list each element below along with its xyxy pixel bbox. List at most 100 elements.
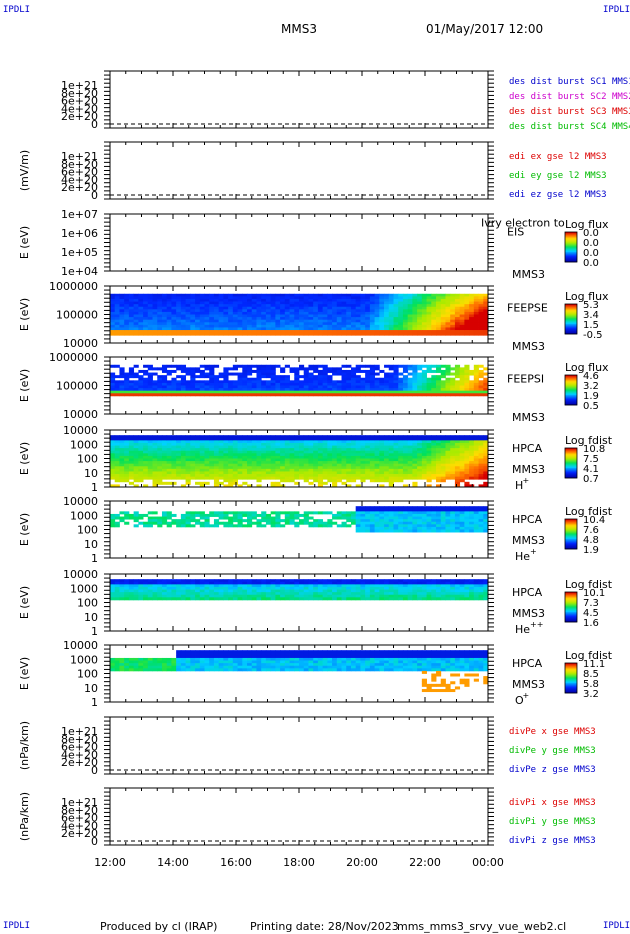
spectrogram-cell: [190, 390, 196, 394]
spectrogram-cell: [289, 380, 295, 384]
spectrogram-cell: [313, 466, 319, 470]
spectrogram-cell: [247, 519, 253, 523]
spectrogram-cell: [412, 327, 418, 331]
spectrogram-cell: [284, 332, 290, 336]
spectrogram-cell: [454, 526, 461, 530]
spectrogram-cell: [454, 516, 461, 520]
spectrogram-cell: [417, 382, 423, 386]
spectrogram-cell: [256, 364, 262, 368]
spectrogram-cell: [336, 471, 342, 475]
spectrogram-cell: [166, 327, 172, 331]
spectrogram-cell: [360, 448, 366, 452]
spectrogram-cell: [365, 296, 371, 300]
spectrogram-cell: [119, 579, 125, 583]
spectrogram-cell: [265, 309, 272, 313]
spectrogram-cell: [426, 319, 432, 323]
spectrogram-cell: [152, 458, 158, 462]
spectrogram-cell: [469, 304, 475, 308]
spectrogram-cell: [251, 511, 257, 515]
spectrogram-cell: [110, 306, 116, 310]
spectrogram-cell: [261, 450, 267, 454]
spectrogram-cell: [445, 301, 451, 305]
spectrogram-cell: [426, 479, 432, 483]
spectrogram-cell: [313, 304, 319, 308]
spectrogram-cell: [440, 442, 446, 446]
spectrogram-cell: [147, 388, 153, 392]
spectrogram-cell: [436, 298, 442, 302]
spectrogram-cell: [483, 440, 489, 444]
spectrogram-cell: [138, 445, 144, 449]
spectrogram-cell: [133, 448, 139, 452]
spectrogram-cell: [199, 468, 205, 472]
spectrogram-cell: [114, 393, 120, 397]
spectrogram-cell: [454, 298, 461, 302]
spectrogram-cell: [464, 450, 470, 454]
spectrogram-cell: [336, 301, 342, 305]
spectrogram-cell: [350, 466, 357, 470]
spectrogram-cell: [128, 332, 135, 336]
spectrogram-cell: [289, 332, 295, 336]
spectrogram-cell: [369, 314, 376, 318]
spectrogram-cell: [327, 521, 333, 525]
spectrogram-cell: [284, 455, 290, 459]
spectrogram-cell: [445, 440, 451, 444]
spectrogram-cell: [454, 513, 461, 517]
spectrogram-cell: [393, 322, 399, 326]
spectrogram-cell: [402, 455, 409, 459]
spectrogram-cell: [209, 455, 215, 459]
spectrogram-cell: [450, 372, 456, 376]
spectrogram-cell: [124, 589, 130, 593]
spectrogram-cell: [459, 377, 465, 381]
spectrogram-cell: [176, 584, 182, 588]
spectrogram-cell: [478, 513, 484, 517]
spectrogram-cell: [124, 440, 130, 444]
spectrogram-cell: [478, 385, 484, 389]
spectrogram-cell: [360, 390, 366, 394]
spectrogram-cell: [256, 450, 262, 454]
spectrogram-cell: [265, 440, 272, 444]
spectrogram-cell: [402, 458, 409, 462]
spectrogram-cell: [261, 372, 267, 376]
spectrogram-cell: [369, 519, 376, 523]
spectrogram-cell: [242, 309, 248, 313]
spectrogram-cell: [161, 322, 168, 326]
spectrogram-cell: [421, 448, 427, 452]
spectrogram-cell: [251, 442, 257, 446]
spectrogram-cell: [360, 309, 366, 313]
spectrogram-cell: [473, 393, 479, 397]
spectrogram-cell: [294, 463, 300, 467]
spectrogram-cell: [388, 367, 394, 371]
spectrogram-cell: [308, 516, 314, 520]
spectrogram-cell: [180, 317, 187, 321]
spectrogram-cell: [303, 461, 309, 465]
colorbar-swatch: [565, 307, 577, 310]
spectrogram-cell: [265, 442, 272, 446]
spectrogram-cell: [454, 481, 461, 485]
spectrogram-cell: [374, 458, 380, 462]
spectrogram-cell: [360, 455, 366, 459]
spectrogram-cell: [110, 524, 116, 528]
spectrogram-cell: [119, 304, 125, 308]
spectrogram-cell: [332, 437, 338, 441]
spectrogram-cell: [421, 306, 427, 310]
spectrogram-cell: [336, 461, 342, 465]
spectrogram-cell: [204, 468, 210, 472]
spectrogram-cell: [237, 524, 243, 528]
spectrogram-cell: [180, 311, 187, 315]
spectrogram-cell: [204, 524, 210, 528]
spectrogram-cell: [114, 479, 120, 483]
spectrogram-cell: [119, 445, 125, 449]
spectrogram-cell: [402, 466, 409, 470]
spectrogram-cell: [384, 380, 390, 384]
spectrogram-cell: [157, 332, 163, 336]
spectrogram-cell: [313, 327, 319, 331]
spectrogram-cell: [341, 332, 347, 336]
spectrogram-cell: [228, 479, 234, 483]
spectrogram-cell: [270, 435, 276, 439]
spectrogram-cell: [379, 471, 385, 475]
colorbar-tick-label: 0.5: [583, 401, 599, 412]
spectrogram-cell: [431, 461, 437, 465]
spectrogram-cell: [213, 484, 220, 488]
spectrogram-cell: [195, 367, 201, 371]
spectrogram-cell: [384, 506, 390, 510]
